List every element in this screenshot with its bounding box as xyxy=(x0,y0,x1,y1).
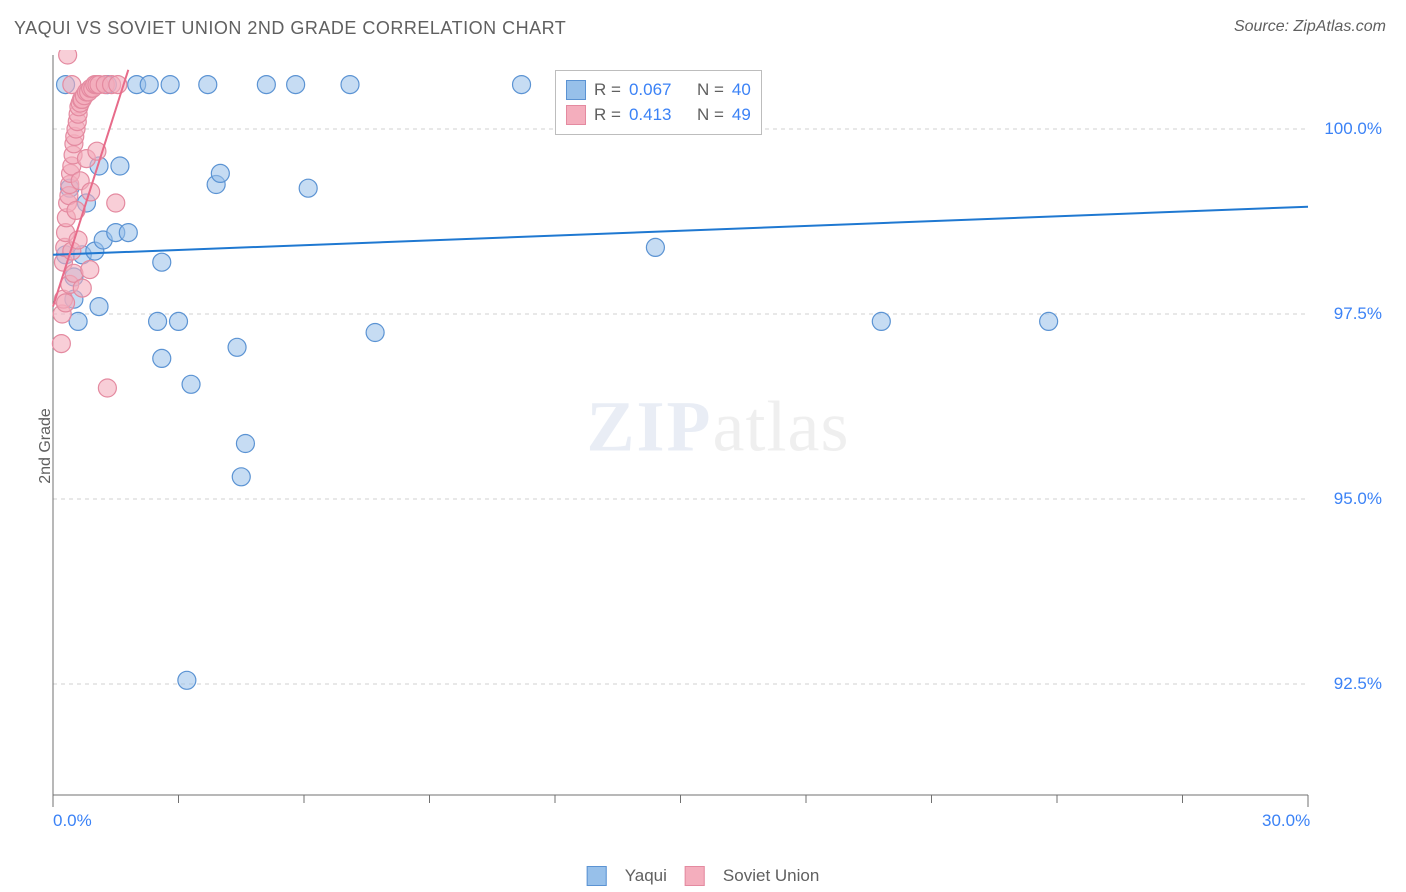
n-label: N = xyxy=(697,102,724,128)
swatch-icon xyxy=(587,866,607,886)
plot-area: ZIPatlas R = 0.067 N = 40 R = 0.413 N = … xyxy=(48,50,1388,835)
n-value: 40 xyxy=(732,77,751,103)
source-label: Source: ZipAtlas.com xyxy=(1234,18,1386,36)
r-value: 0.067 xyxy=(629,77,672,103)
y-tick-label: 92.5% xyxy=(1334,674,1382,694)
r-value: 0.413 xyxy=(629,102,672,128)
y-tick-label: 97.5% xyxy=(1334,304,1382,324)
stats-legend-box: R = 0.067 N = 40 R = 0.413 N = 49 xyxy=(555,70,762,135)
stats-row: R = 0.067 N = 40 xyxy=(566,77,751,103)
legend-label: Soviet Union xyxy=(723,866,819,886)
y-tick-label: 95.0% xyxy=(1334,489,1382,509)
scatter-plot-svg xyxy=(48,50,1388,835)
swatch-icon xyxy=(566,105,586,125)
legend-label: Yaqui xyxy=(625,866,667,886)
y-tick-label: 100.0% xyxy=(1324,119,1382,139)
swatch-icon xyxy=(566,80,586,100)
n-value: 49 xyxy=(732,102,751,128)
swatch-icon xyxy=(685,866,705,886)
series-legend: Yaqui Soviet Union xyxy=(587,866,820,886)
chart-title: YAQUI VS SOVIET UNION 2ND GRADE CORRELAT… xyxy=(14,18,566,39)
x-tick-label: 30.0% xyxy=(1262,811,1310,831)
n-label: N = xyxy=(697,77,724,103)
r-label: R = xyxy=(594,77,621,103)
x-tick-label: 0.0% xyxy=(53,811,92,831)
stats-row: R = 0.413 N = 49 xyxy=(566,102,751,128)
r-label: R = xyxy=(594,102,621,128)
